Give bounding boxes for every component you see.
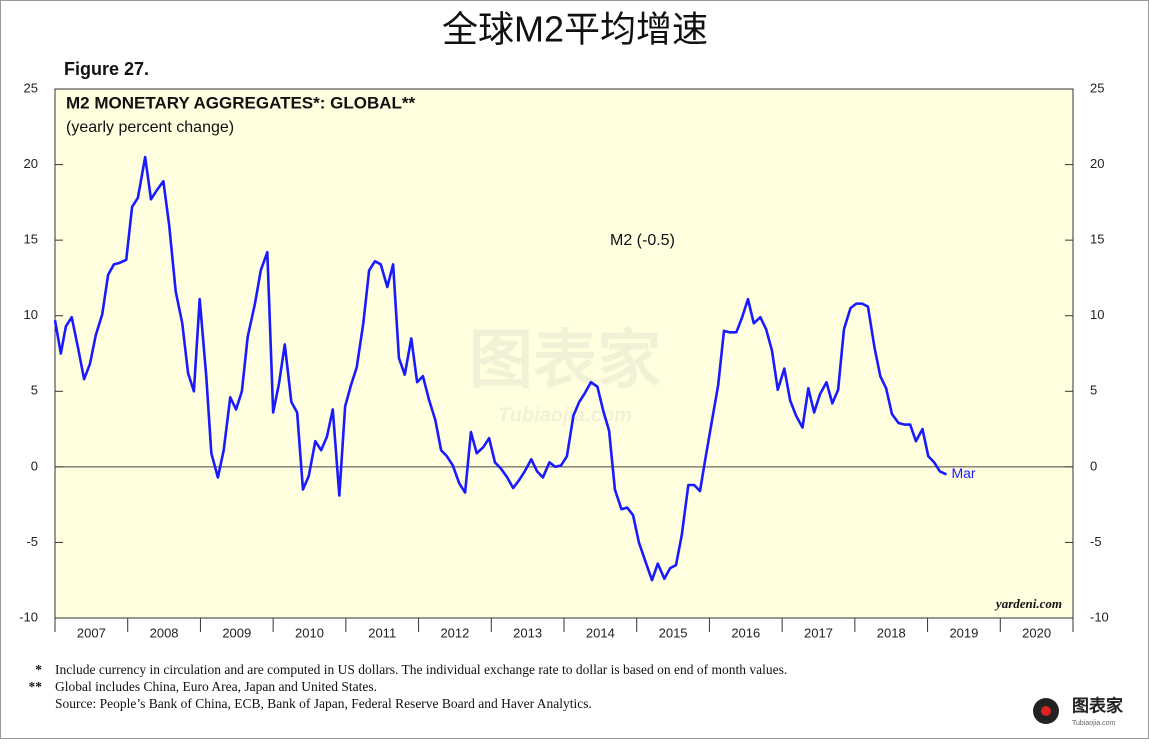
y2-tick-label: 25 bbox=[1090, 80, 1104, 95]
watermark: 图表家 Tubiaojia.com bbox=[469, 324, 661, 426]
footnote-mark: ** bbox=[29, 679, 43, 694]
x-tick-label: 2007 bbox=[77, 625, 106, 640]
page-title: 全球M2平均增速 bbox=[442, 9, 708, 50]
footnote: Global includes China, Euro Area, Japan … bbox=[55, 679, 377, 694]
y-tick-label: 10 bbox=[24, 307, 38, 322]
footnote: Include currency in circulation and are … bbox=[55, 662, 787, 677]
watermark-name: 图表家 bbox=[469, 324, 661, 396]
x-tick-label: 2009 bbox=[222, 625, 251, 640]
logo-site: Tubiaojia.com bbox=[1072, 720, 1115, 727]
logo: 图表家 Tubiaojia.com bbox=[1033, 695, 1123, 727]
x-tick-label: 2020 bbox=[1022, 625, 1051, 640]
x-tick-label: 2011 bbox=[368, 625, 396, 640]
x-tick-label: 2016 bbox=[731, 625, 760, 640]
y-tick-label: -10 bbox=[19, 609, 38, 624]
x-tick-label: 2018 bbox=[877, 625, 906, 640]
y-tick-label: -5 bbox=[26, 534, 38, 549]
end-label: Mar bbox=[951, 465, 975, 481]
x-tick-label: 2015 bbox=[659, 625, 688, 640]
x-tick-label: 2013 bbox=[513, 625, 542, 640]
x-tick-label: 2014 bbox=[586, 625, 615, 640]
logo-name: 图表家 bbox=[1072, 695, 1123, 715]
chart-subtitle: (yearly percent change) bbox=[66, 119, 234, 136]
x-tick-label: 2010 bbox=[295, 625, 324, 640]
y-tick-label: 5 bbox=[31, 383, 38, 398]
x-tick-label: 2019 bbox=[949, 625, 978, 640]
series-line bbox=[53, 155, 948, 582]
y2-tick-label: 20 bbox=[1090, 156, 1104, 171]
y2-tick-label: 15 bbox=[1090, 232, 1104, 247]
footnote: Source: People’s Bank of China, ECB, Ban… bbox=[55, 696, 592, 711]
credit: yardeni.com bbox=[994, 596, 1062, 611]
logo-icon-dot bbox=[1041, 706, 1051, 716]
footnote-mark: * bbox=[35, 662, 42, 677]
y-tick-label: 15 bbox=[24, 232, 38, 247]
watermark-site: Tubiaojia.com bbox=[498, 404, 632, 426]
y-tick-label: 25 bbox=[24, 80, 38, 95]
plot-area bbox=[54, 88, 1074, 619]
figure-label: Figure 27. bbox=[64, 59, 149, 79]
x-tick-label: 2012 bbox=[440, 625, 469, 640]
y2-tick-label: -5 bbox=[1090, 534, 1102, 549]
y-tick-label: 20 bbox=[24, 156, 38, 171]
y2-tick-label: 5 bbox=[1090, 383, 1097, 398]
series-label: M2 (-0.5) bbox=[610, 232, 675, 249]
y2-tick-label: -10 bbox=[1090, 609, 1109, 624]
x-tick-label: 2017 bbox=[804, 625, 833, 640]
y-tick-label: 0 bbox=[31, 458, 38, 473]
x-tick-label: 2008 bbox=[150, 625, 179, 640]
y2-tick-label: 10 bbox=[1090, 307, 1104, 322]
chart-title: M2 MONETARY AGGREGATES*: GLOBAL** bbox=[66, 93, 416, 112]
y2-tick-label: 0 bbox=[1090, 458, 1097, 473]
